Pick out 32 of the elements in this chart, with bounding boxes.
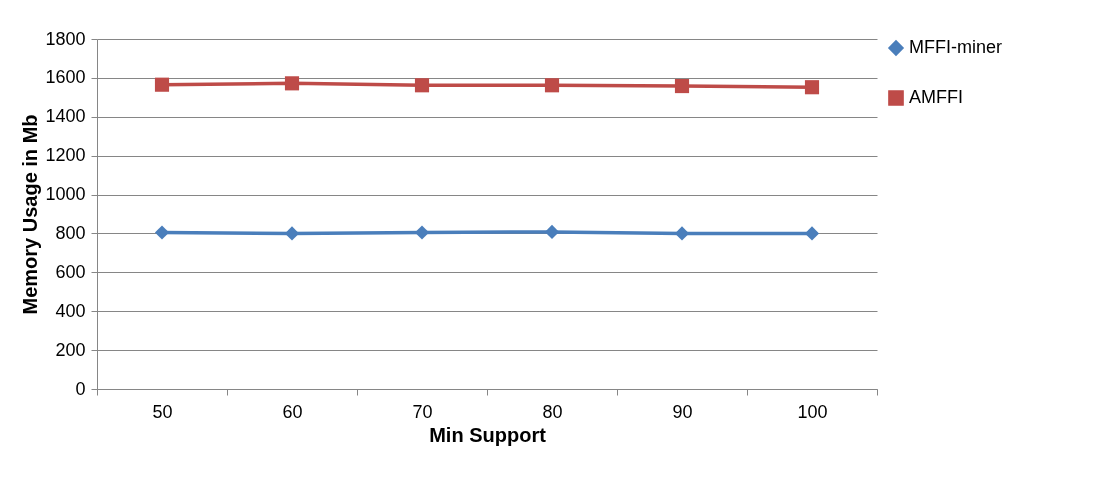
x-axis-title: Min Support (429, 423, 547, 446)
y-tick-label: 400 (55, 300, 86, 321)
y-tick-label: 1400 (45, 106, 86, 127)
y-tick-label: 800 (55, 222, 86, 243)
x-tick-label: 100 (797, 401, 828, 422)
point (414, 225, 430, 240)
point (544, 224, 560, 239)
point (804, 226, 820, 241)
y-tick-label: 200 (55, 339, 86, 360)
point (284, 76, 300, 91)
point (674, 78, 690, 94)
legend-label: AMFFI (909, 87, 963, 107)
y-tick-label: 1800 (45, 28, 86, 49)
x-tick-label: 80 (542, 401, 563, 422)
point (674, 226, 690, 241)
legend-label: MFFI-miner (909, 37, 1002, 57)
y-tick-label: 1600 (45, 67, 86, 88)
x-tick-label: 70 (412, 401, 433, 422)
x-tick-label: 60 (282, 401, 303, 422)
point (154, 225, 170, 240)
point (284, 226, 300, 241)
y-tick-label: 600 (55, 261, 86, 282)
y-tick-label: 1000 (45, 184, 86, 205)
point (154, 77, 170, 92)
y-tick-label: 1200 (45, 145, 86, 166)
y-axis-title: Memory Usage in Mb (19, 114, 42, 315)
y-tick-label: 0 (75, 378, 86, 399)
x-tick-label: 90 (672, 401, 693, 422)
point (544, 78, 560, 93)
point (414, 78, 430, 93)
point (804, 80, 820, 95)
x-tick-label: 50 (152, 401, 173, 422)
